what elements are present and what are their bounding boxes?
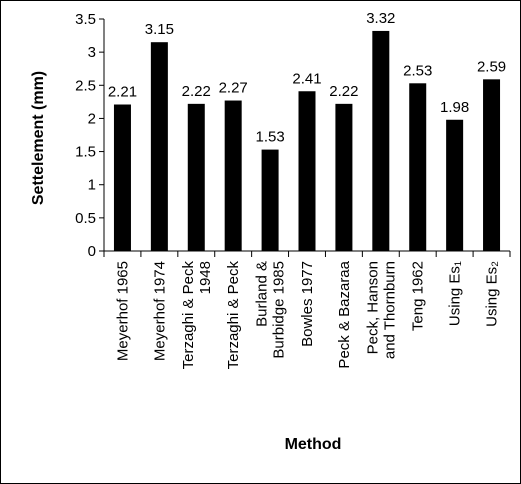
y-tick-label: 2 <box>88 110 96 127</box>
y-tick-label: 3 <box>88 44 96 61</box>
category-label: Using Es₁ <box>447 261 464 326</box>
y-tick-label: 2.5 <box>75 77 96 94</box>
category-label: Peck & Bazaraa <box>336 260 353 368</box>
data-label: 2.27 <box>219 80 248 97</box>
category-label: Using Es₂ <box>484 261 501 327</box>
data-label: 1.53 <box>255 129 284 146</box>
x-axis-title: Method <box>285 436 342 453</box>
bars <box>113 30 501 252</box>
y-axis-title: Settelement (mm) <box>30 71 47 205</box>
bar <box>261 149 279 251</box>
data-label: 2.21 <box>108 84 137 101</box>
bar <box>150 42 168 252</box>
x-axis <box>103 250 511 257</box>
bar <box>224 100 242 251</box>
bar <box>372 30 390 252</box>
category-label: Burland & <box>254 261 271 327</box>
y-axis: 0 0.5 1 1.5 2 2.5 3 3.5 <box>75 11 105 260</box>
y-tick-label: 3.5 <box>75 11 96 28</box>
bar <box>483 79 501 251</box>
data-label: 2.59 <box>477 58 506 75</box>
data-label: 2.41 <box>292 70 321 87</box>
bar <box>298 91 316 251</box>
y-tick-label: 0.5 <box>75 210 96 227</box>
data-label: 1.98 <box>440 99 469 116</box>
category-label: and Thornburn <box>381 261 398 359</box>
category-label: Peck, Hanson <box>364 261 381 354</box>
data-label: 3.32 <box>366 10 395 27</box>
bar <box>113 104 131 251</box>
category-labels: Meyerhof 1965 Meyerhof 1974 Terzaghi & Pec… <box>114 260 500 369</box>
category-label: Bowles 1977 <box>299 261 316 347</box>
data-labels: 2.21 3.15 2.22 2.27 1.53 2.41 2.22 3.32 2.53 1.98… <box>108 10 506 146</box>
data-label: 2.22 <box>329 83 358 100</box>
category-label: Meyerhof 1965 <box>114 261 131 361</box>
data-label: 3.15 <box>145 21 174 38</box>
category-label: Burbidge 1985 <box>271 261 288 359</box>
data-label: 2.53 <box>403 62 432 79</box>
bar <box>187 103 205 252</box>
bar <box>446 119 464 251</box>
category-label: Terzaghi & Peck <box>180 261 197 370</box>
y-tick-label: 1 <box>88 177 96 194</box>
y-tick-label: 0 <box>88 243 96 260</box>
bar <box>409 83 427 251</box>
category-label: Terzaghi & Peck <box>225 261 242 370</box>
bar <box>335 103 353 252</box>
category-label: Teng 1962 <box>410 261 427 331</box>
y-tick-label: 1.5 <box>75 144 96 161</box>
category-label: Meyerhof 1974 <box>151 261 168 361</box>
data-label: 2.22 <box>182 83 211 100</box>
category-label: 1948 <box>197 261 214 294</box>
